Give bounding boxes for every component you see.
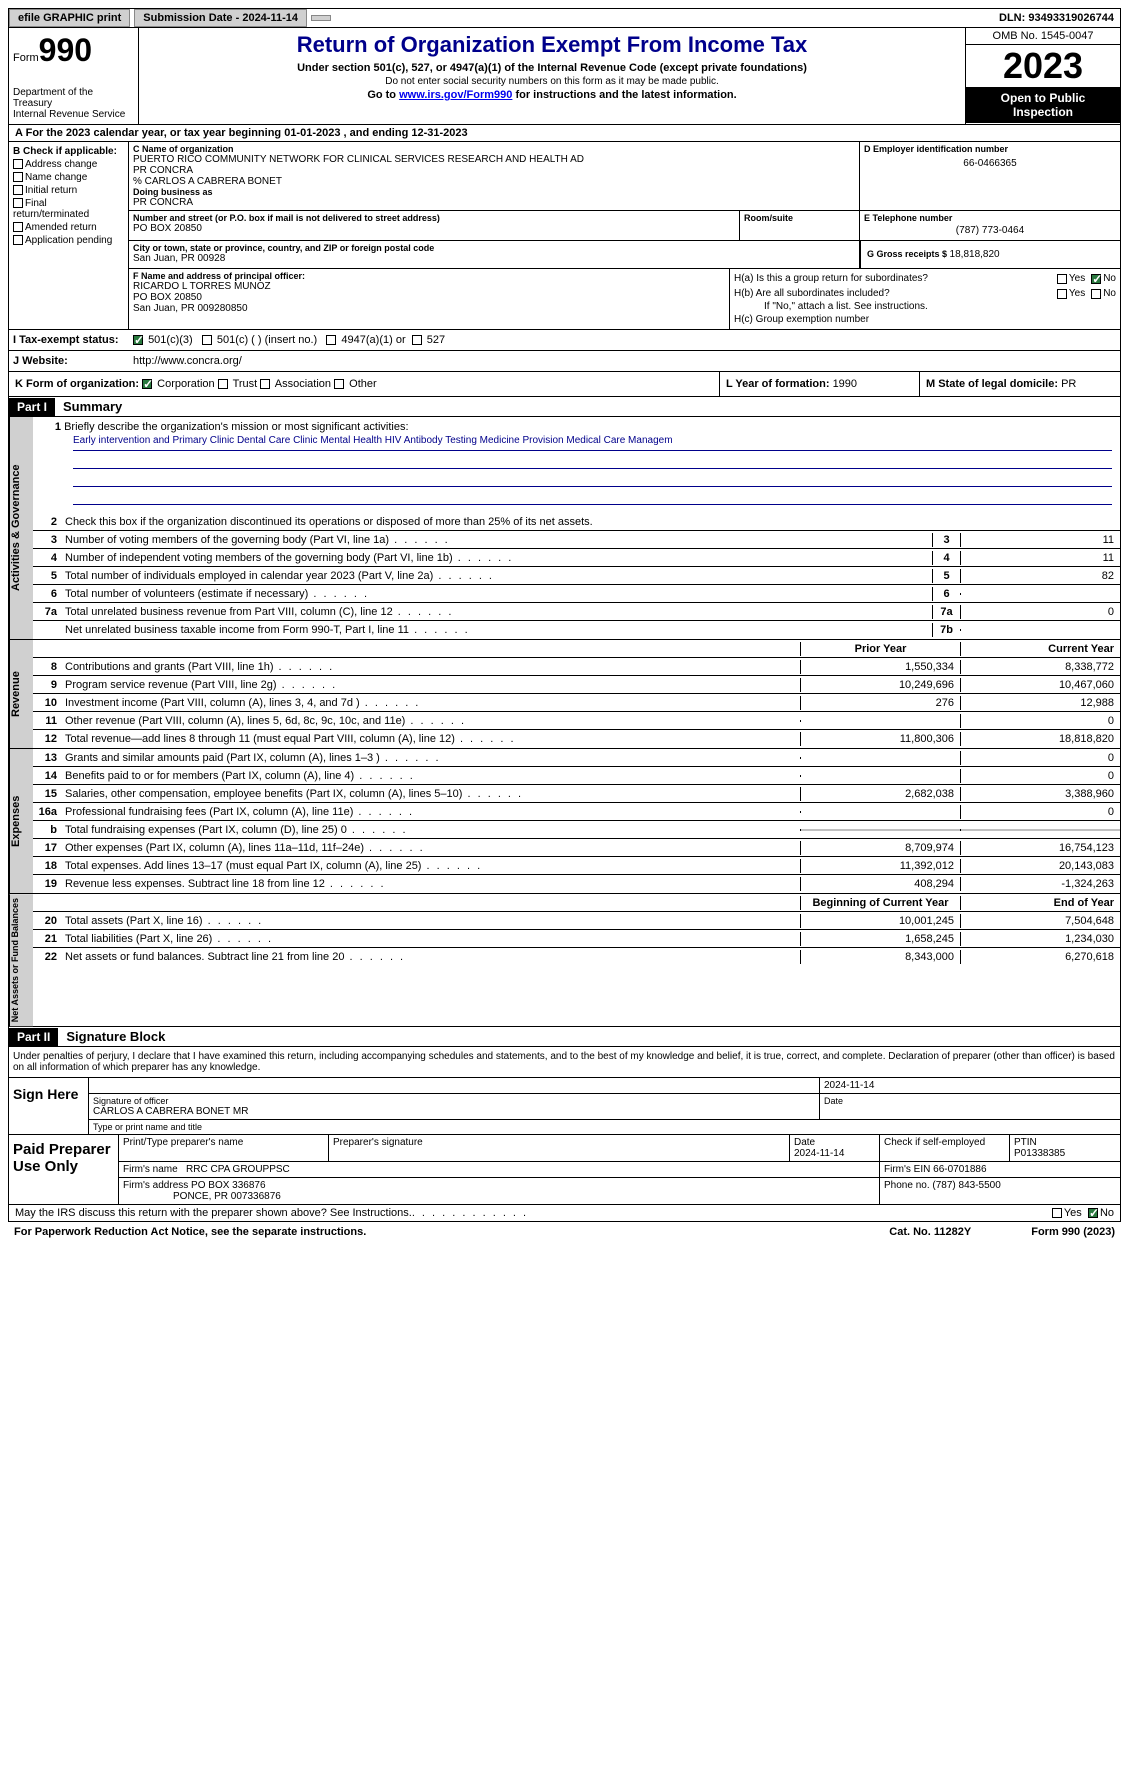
submission-button[interactable]: Submission Date - 2024-11-14 [134,9,307,27]
officer-signature: CARLOS A CABRERA BONET MR [93,1106,815,1117]
summary-row: 4Number of independent voting members of… [33,549,1120,567]
city-state-zip: San Juan, PR 00928 [133,253,855,264]
chk-501c3[interactable] [133,335,143,345]
form-number: 990 [39,32,92,68]
form-header: Form990 Department of the Treasury Inter… [8,28,1121,125]
part2-header: Part II [9,1028,58,1046]
chk-address-change[interactable] [13,159,23,169]
telephone: (787) 773-0464 [864,223,1116,238]
website-label: J Website: [9,351,129,371]
part1-header: Part I [9,398,55,416]
vtab-revenue: Revenue [9,640,33,748]
summary-row: bTotal fundraising expenses (Part IX, co… [33,821,1120,839]
firm-phone: (787) 843-5500 [932,1180,1000,1191]
vtab-governance: Activities & Governance [9,417,33,639]
irs-link[interactable]: www.irs.gov/Form990 [399,89,512,101]
form-title: Return of Organization Exempt From Incom… [143,32,961,58]
summary-row: 3Number of voting members of the governi… [33,531,1120,549]
form-subtitle: Under section 501(c), 527, or 4947(a)(1)… [143,62,961,74]
summary-row: 5Total number of individuals employed in… [33,567,1120,585]
summary-row: 15Salaries, other compensation, employee… [33,785,1120,803]
declaration-text: Under penalties of perjury, I declare th… [8,1047,1121,1078]
chk-ha-yes[interactable] [1057,274,1067,284]
inspection-label: Open to Public Inspection [966,87,1120,123]
dba-name: PR CONCRA [133,197,855,208]
discuss-text: May the IRS discuss this return with the… [15,1207,412,1219]
gross-receipts: 18,818,820 [950,249,1000,260]
chk-hb-no[interactable] [1091,289,1101,299]
dept-label: Department of the Treasury Internal Reve… [13,87,134,120]
vtab-netassets: Net Assets or Fund Balances [9,894,33,1026]
state-domicile: PR [1061,378,1076,390]
section-b-header: B Check if applicable: [13,146,124,157]
summary-row: 22Net assets or fund balances. Subtract … [33,948,1120,966]
chk-trust[interactable] [218,379,228,389]
period-row: A For the 2023 calendar year, or tax yea… [8,125,1121,142]
chk-app-pending[interactable] [13,235,23,245]
topbar: efile GRAPHIC print Submission Date - 20… [8,8,1121,28]
mission-text: Early intervention and Primary Clinic De… [73,435,1112,451]
summary-row: 12Total revenue—add lines 8 through 11 (… [33,730,1120,748]
tax-year: 2023 [966,45,1120,87]
firm-addr: PO BOX 336876 [191,1180,266,1191]
summary-row: 16aProfessional fundraising fees (Part I… [33,803,1120,821]
summary-row: 19Revenue less expenses. Subtract line 1… [33,875,1120,893]
paid-preparer-label: Paid Preparer Use Only [9,1135,119,1204]
efile-button[interactable]: efile GRAPHIC print [9,9,130,27]
summary-row: 7aTotal unrelated business revenue from … [33,603,1120,621]
blank-button [311,15,331,21]
summary-row: 17Other expenses (Part IX, column (A), l… [33,839,1120,857]
street-address: PO BOX 20850 [133,223,735,234]
summary-row: 8Contributions and grants (Part VIII, li… [33,658,1120,676]
chk-discuss-yes[interactable] [1052,1208,1062,1218]
summary-row: 14Benefits paid to or for members (Part … [33,767,1120,785]
year-formation: 1990 [833,378,857,390]
chk-hb-yes[interactable] [1057,289,1067,299]
summary-row: 10Investment income (Part VIII, column (… [33,694,1120,712]
firm-ein: 66-0701886 [933,1164,986,1175]
tax-exempt-label: I Tax-exempt status: [9,330,129,350]
chk-initial-return[interactable] [13,185,23,195]
chk-527[interactable] [412,335,422,345]
summary-row: 20Total assets (Part X, line 16)10,001,2… [33,912,1120,930]
summary-row: 13Grants and similar amounts paid (Part … [33,749,1120,767]
summary-row: Net unrelated business taxable income fr… [33,621,1120,639]
chk-other[interactable] [334,379,344,389]
sign-here-label: Sign Here [9,1078,89,1134]
summary-row: 18Total expenses. Add lines 13–17 (must … [33,857,1120,875]
paperwork-notice: For Paperwork Reduction Act Notice, see … [14,1226,366,1238]
vtab-expenses: Expenses [9,749,33,893]
ptin: P01338385 [1014,1148,1065,1159]
org-name: PUERTO RICO COMMUNITY NETWORK FOR CLINIC… [133,154,855,165]
chk-name-change[interactable] [13,172,23,182]
chk-4947[interactable] [326,335,336,345]
chk-501c[interactable] [202,335,212,345]
dln: DLN: 93493319026744 [993,10,1120,26]
summary-row: 21Total liabilities (Part X, line 26)1,6… [33,930,1120,948]
chk-discuss-no[interactable] [1088,1208,1098,1218]
summary-row: 6Total number of volunteers (estimate if… [33,585,1120,603]
preparer-date: 2024-11-14 [794,1148,844,1159]
chk-final-return[interactable] [13,198,23,208]
omb-number: OMB No. 1545-0047 [966,28,1120,45]
chk-ha-no[interactable] [1091,274,1101,284]
ein: 66-0466365 [864,154,1116,173]
summary-row: 11Other revenue (Part VIII, column (A), … [33,712,1120,730]
officer-name: RICARDO L TORRES MUNOZ [133,281,725,292]
sig-date: 2024-11-14 [824,1080,874,1091]
website-url: http://www.concra.org/ [129,351,1120,371]
chk-amended[interactable] [13,222,23,232]
chk-assoc[interactable] [260,379,270,389]
firm-name: RRC CPA GROUPPSC [186,1164,290,1175]
summary-row: 9Program service revenue (Part VIII, lin… [33,676,1120,694]
chk-corp[interactable] [142,379,152,389]
cat-number: Cat. No. 11282Y [889,1226,971,1238]
entity-grid: B Check if applicable: Address change Na… [8,142,1121,330]
